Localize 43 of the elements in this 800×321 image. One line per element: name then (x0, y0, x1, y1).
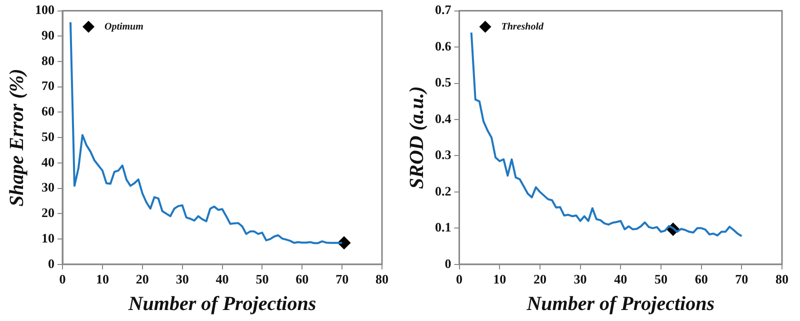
y-tick-label: 20 (42, 205, 54, 220)
y-axis-title: SROD (a.u.) (406, 86, 428, 189)
x-tick-label: 70 (336, 272, 349, 287)
y-tick-label: 0.5 (435, 74, 452, 90)
y-tick-label: 0 (48, 256, 54, 271)
x-tick-label: 30 (176, 272, 189, 287)
y-tick-label: 0.3 (435, 147, 452, 162)
x-tick-label: 40 (216, 272, 229, 287)
y-tick-label: 50 (42, 128, 54, 144)
y-tick-label: 0.6 (435, 38, 452, 54)
y-tick-label: 0.2 (435, 183, 452, 198)
x-tick-label: 60 (694, 272, 708, 287)
legend-label: Threshold (501, 21, 544, 32)
y-axis-title: Shape Error (%) (6, 68, 28, 206)
y-tick-label: 30 (42, 180, 54, 195)
y-tick-label: 70 (42, 78, 54, 94)
x-tick-label: 0 (456, 272, 462, 287)
x-tick-label: 20 (136, 272, 149, 287)
y-tick-label: 10 (42, 230, 54, 246)
y-tick-label: 80 (42, 52, 54, 68)
x-tick-label: 30 (574, 272, 587, 287)
y-tick-label: 0.7 (435, 2, 452, 18)
y-tick-label: 60 (42, 104, 54, 119)
x-tick-label: 80 (376, 272, 388, 287)
y-tick-label: 0.1 (435, 220, 452, 235)
x-tick-label: 70 (735, 272, 748, 287)
x-tick-label: 50 (654, 272, 668, 287)
y-tick-label: 0 (444, 256, 452, 271)
x-tick-label: 50 (256, 272, 269, 287)
legend-label: Optimum (104, 21, 144, 32)
x-tick-label: 0 (59, 272, 66, 287)
y-tick-label: 40 (42, 154, 54, 170)
y-tick-label: 100 (35, 2, 54, 18)
x-tick-label: 10 (493, 272, 506, 287)
x-tick-label: 20 (533, 272, 546, 287)
x-tick-label: 40 (614, 272, 628, 287)
y-tick-label: 0.4 (435, 110, 452, 126)
y-tick-label: 90 (42, 28, 54, 43)
x-tick-label: 10 (96, 272, 109, 287)
x-axis-title: Number of Projections (526, 293, 715, 316)
x-axis-title: Number of Projections (127, 293, 316, 316)
x-tick-label: 60 (296, 272, 309, 287)
x-tick-label: 80 (776, 272, 788, 287)
